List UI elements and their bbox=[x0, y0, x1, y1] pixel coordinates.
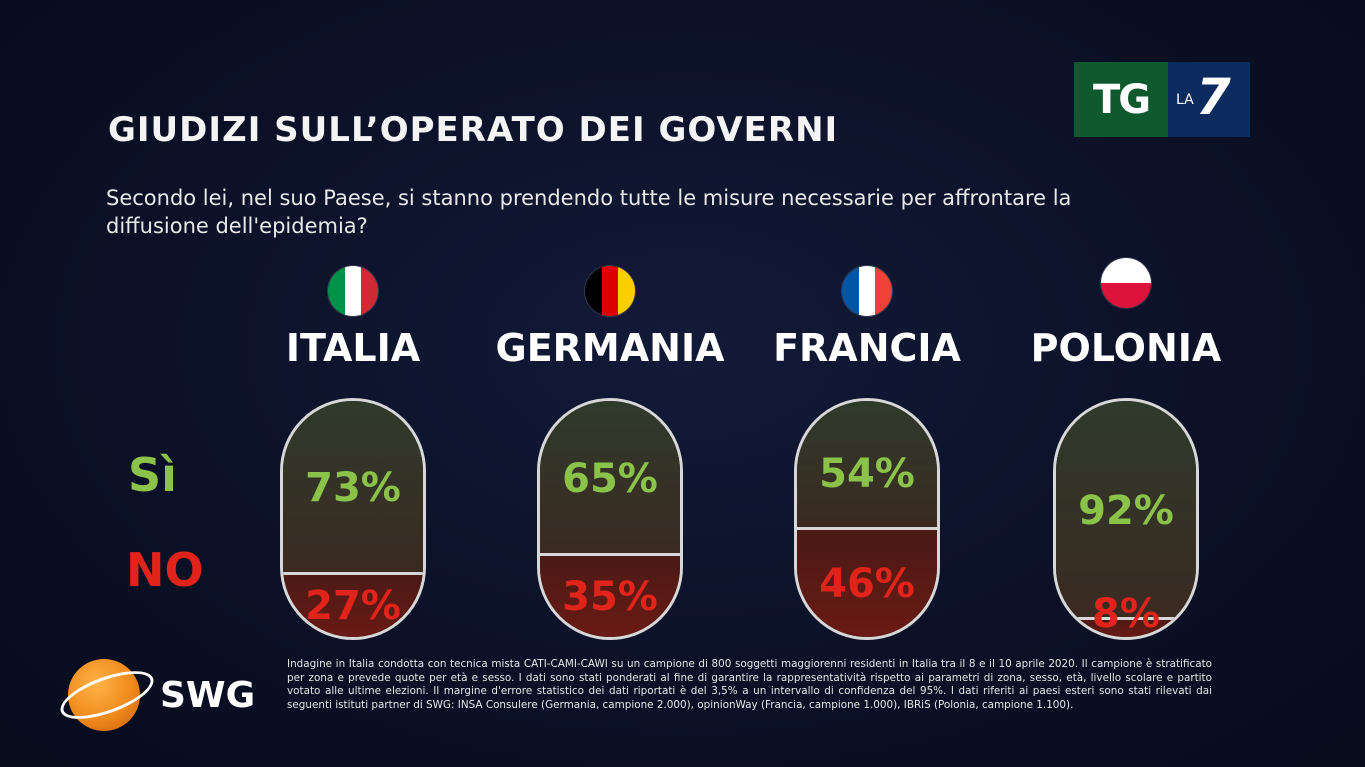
la-logo-text: LA bbox=[1176, 92, 1194, 108]
data-label-no: 27% bbox=[305, 583, 401, 629]
pill-bar-francia: 54% 46% bbox=[794, 398, 940, 640]
swg-globe-icon bbox=[68, 659, 140, 731]
bar-segment-no bbox=[1056, 618, 1196, 637]
bar-segment-no bbox=[540, 554, 680, 637]
la7-logo-block: LA 7 bbox=[1168, 62, 1250, 137]
bar-segment-yes bbox=[283, 401, 423, 573]
data-label-no: 46% bbox=[819, 560, 915, 607]
swg-logo: SWG bbox=[54, 655, 270, 735]
row-label-no: NO bbox=[126, 543, 204, 597]
data-label-yes: 73% bbox=[305, 465, 401, 511]
data-label-yes: 54% bbox=[819, 451, 915, 497]
segment-divider bbox=[1056, 617, 1196, 620]
flag-icon-francia bbox=[842, 266, 892, 316]
segment-divider bbox=[540, 553, 680, 556]
country-label-italia: ITALIA bbox=[285, 326, 421, 370]
data-label-no: 35% bbox=[562, 573, 658, 620]
methodology-note: Indagine in Italia condotta con tecnica … bbox=[287, 658, 1212, 711]
data-label-yes: 92% bbox=[1078, 487, 1174, 534]
segment-divider bbox=[283, 572, 423, 575]
country-label-francia: FRANCIA bbox=[773, 326, 961, 370]
slide-title: GIUDIZI SULL’OPERATO DEI GOVERNI bbox=[108, 110, 839, 150]
bar-segment-yes bbox=[797, 401, 937, 528]
flag-icon-germania bbox=[585, 266, 635, 316]
seven-logo-text: 7 bbox=[1196, 68, 1231, 126]
swg-logo-text: SWG bbox=[160, 675, 256, 716]
flag-icon-polonia bbox=[1101, 258, 1151, 308]
data-label-no: 8% bbox=[1092, 591, 1160, 637]
flag-icon-italia bbox=[328, 266, 378, 316]
pill-bar-polonia: 92% 8% bbox=[1053, 398, 1199, 640]
bar-segment-yes bbox=[1056, 401, 1196, 618]
country-label-germania: GERMANIA bbox=[495, 326, 725, 370]
bar-segment-no bbox=[797, 528, 937, 637]
data-label-yes: 65% bbox=[562, 455, 658, 502]
pill-bar-germania: 65% 35% bbox=[537, 398, 683, 640]
bar-segment-no bbox=[283, 573, 423, 637]
pill-bar-italia: 73% 27% bbox=[280, 398, 426, 640]
segment-divider bbox=[797, 527, 937, 530]
bar-segment-yes bbox=[540, 401, 680, 554]
row-label-yes: Sì bbox=[128, 448, 177, 502]
survey-question: Secondo lei, nel suo Paese, si stanno pr… bbox=[106, 186, 1072, 238]
country-label-polonia: POLONIA bbox=[1030, 326, 1222, 370]
tg-la7-logo: TG LA 7 bbox=[1074, 62, 1250, 137]
tg-logo-text: TG bbox=[1074, 62, 1168, 137]
